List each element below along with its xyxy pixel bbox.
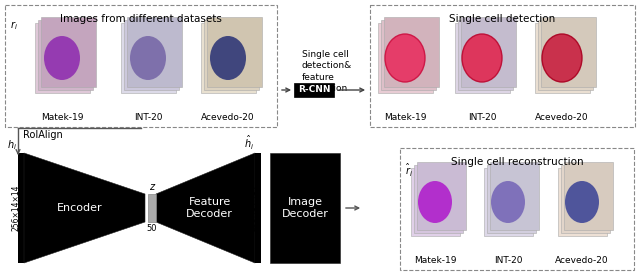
Bar [120, 23, 175, 93]
Bar [417, 162, 465, 230]
Text: Acevedo-20: Acevedo-20 [555, 256, 609, 265]
Bar [541, 17, 595, 87]
Text: RoIAlign: RoIAlign [23, 130, 63, 140]
Text: Matek-19: Matek-19 [413, 256, 456, 265]
Bar [561, 165, 609, 233]
Bar [410, 168, 460, 236]
Text: Image
Decoder: Image Decoder [282, 197, 328, 219]
Bar [490, 162, 538, 230]
Bar [255, 153, 261, 263]
Text: $\hat{r}_i$: $\hat{r}_i$ [405, 162, 413, 179]
Bar [538, 20, 593, 90]
Ellipse shape [462, 34, 502, 82]
Bar [270, 153, 340, 263]
Bar [557, 168, 607, 236]
Bar [413, 165, 463, 233]
Ellipse shape [130, 36, 166, 80]
Bar [38, 20, 93, 90]
Bar [486, 165, 536, 233]
Text: 50: 50 [147, 224, 157, 233]
Bar [454, 23, 509, 93]
Bar [483, 168, 532, 236]
Ellipse shape [565, 181, 599, 223]
Text: $\hat{h}_i$: $\hat{h}_i$ [244, 134, 254, 152]
Bar [204, 20, 259, 90]
Text: 256×14×14: 256×14×14 [12, 185, 20, 231]
FancyBboxPatch shape [5, 5, 277, 127]
Text: R-CNN: R-CNN [298, 86, 330, 94]
Bar [124, 20, 179, 90]
Ellipse shape [418, 181, 452, 223]
Text: Single cell
detection&
feature
extraction: Single cell detection& feature extractio… [302, 50, 352, 93]
Bar [18, 153, 24, 263]
Bar [148, 194, 156, 222]
Bar [40, 17, 95, 87]
Ellipse shape [385, 34, 425, 82]
Ellipse shape [491, 181, 525, 223]
Bar [127, 17, 182, 87]
Text: Matek-19: Matek-19 [384, 113, 426, 122]
Bar [458, 20, 513, 90]
Text: INT-20: INT-20 [468, 113, 496, 122]
Text: Matek-19: Matek-19 [41, 113, 83, 122]
Text: Feature
Decoder: Feature Decoder [186, 197, 233, 219]
Text: Single cell detection: Single cell detection [449, 14, 556, 24]
Text: INT-20: INT-20 [134, 113, 163, 122]
Text: $r_i$: $r_i$ [10, 19, 18, 32]
Text: Acevedo-20: Acevedo-20 [201, 113, 255, 122]
Text: INT-20: INT-20 [493, 256, 522, 265]
Text: Acevedo-20: Acevedo-20 [535, 113, 589, 122]
Text: 256×14×14: 256×14×14 [248, 185, 257, 231]
Text: $h_i$: $h_i$ [7, 138, 17, 152]
Bar [207, 17, 262, 87]
Text: Single cell reconstruction: Single cell reconstruction [451, 157, 583, 167]
Bar [461, 17, 515, 87]
FancyBboxPatch shape [400, 148, 634, 270]
Polygon shape [156, 153, 255, 263]
Ellipse shape [44, 36, 80, 80]
Ellipse shape [542, 34, 582, 82]
Text: z: z [149, 182, 155, 192]
FancyBboxPatch shape [370, 5, 635, 127]
Bar [294, 83, 334, 97]
Bar [381, 20, 435, 90]
Bar [534, 23, 589, 93]
Bar [35, 23, 90, 93]
Polygon shape [24, 153, 145, 263]
Text: Images from different datasets: Images from different datasets [60, 14, 222, 24]
Bar [200, 23, 255, 93]
Ellipse shape [210, 36, 246, 80]
Bar [563, 162, 612, 230]
Bar [378, 23, 433, 93]
Bar [383, 17, 438, 87]
Text: Encoder: Encoder [57, 203, 102, 213]
